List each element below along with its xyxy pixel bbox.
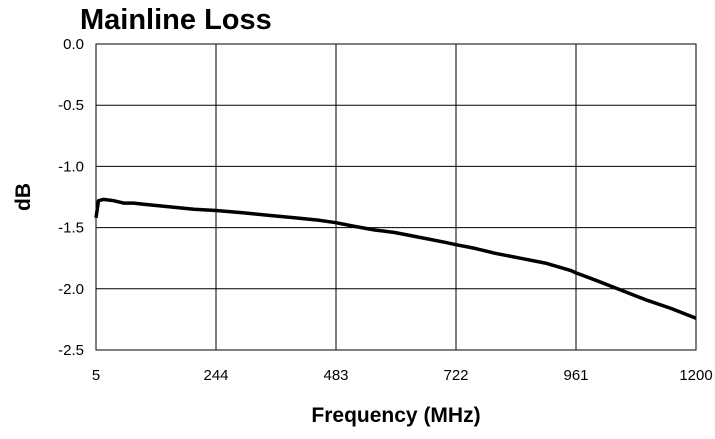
chart-title: Mainline Loss (80, 4, 272, 36)
x-tick-label: 244 (203, 367, 228, 384)
series-layer (94, 197, 697, 320)
y-tick-label: -0.5 (58, 97, 84, 114)
y-tick-label: -2.5 (58, 342, 84, 359)
x-tick-label: 722 (443, 367, 468, 384)
x-tick-label: 483 (323, 367, 348, 384)
y-tick-label: 0.0 (63, 36, 84, 53)
y-axis-label: dB (12, 183, 35, 211)
y-tick-label: -1.0 (58, 158, 84, 175)
x-tick-label: 961 (563, 367, 588, 384)
y-tick-label: -1.5 (58, 220, 84, 237)
x-tick-label: 1200 (679, 367, 712, 384)
plot-frame (95, 43, 697, 351)
y-tick-label: -2.0 (58, 281, 84, 298)
series-line (94, 197, 697, 320)
x-axis-label: Frequency (MHz) (311, 404, 480, 427)
grid-layer (95, 43, 697, 351)
tick-labels: 0.0 -0.5 -1.0 -1.5 -2.0 -2.5 5 244 483 722 961 1200 (58, 36, 713, 384)
x-tick-label: 5 (92, 367, 100, 384)
